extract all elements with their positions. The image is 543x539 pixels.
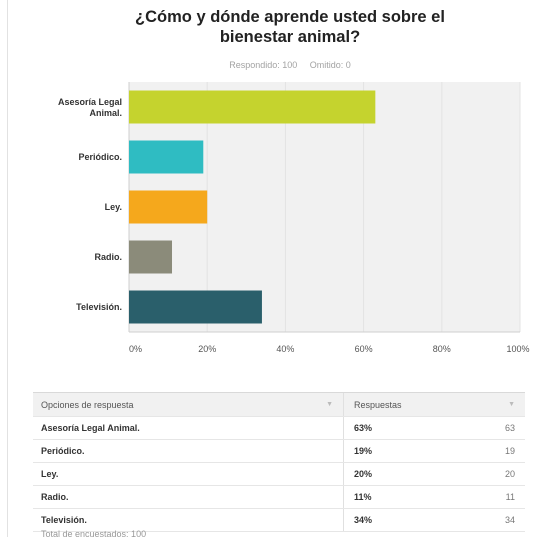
column-header-options-label: Opciones de respuesta <box>41 399 134 410</box>
category-label: Radio. <box>94 252 122 262</box>
row-responses: 19% 19 <box>344 440 525 462</box>
row-responses: 11% 11 <box>344 486 525 508</box>
chart-title: ¿Cómo y dónde aprende usted sobre el bie… <box>135 8 445 46</box>
response-percent: 63% <box>354 423 373 433</box>
column-header-responses-label: Respuestas <box>354 399 402 410</box>
response-percent: 34% <box>354 515 373 525</box>
row-option-label: Asesoría Legal Animal. <box>33 417 344 439</box>
x-tick-label: 60% <box>355 344 373 354</box>
table-row: Periódico. 19% 19 <box>33 440 525 463</box>
column-header-responses[interactable]: Respuestas ▼ <box>344 393 525 416</box>
sort-arrow-icon: ▼ <box>508 401 515 408</box>
row-option-label: Periódico. <box>33 440 344 462</box>
row-option-label: Ley. <box>33 463 344 485</box>
bar <box>129 140 204 174</box>
row-responses: 34% 34 <box>344 509 525 531</box>
category-label: Asesoría Legal Animal. <box>58 97 122 118</box>
table-row: Radio. 11% 11 <box>33 486 525 509</box>
bar <box>129 190 208 224</box>
response-count: 34 <box>504 515 515 525</box>
row-responses: 20% 20 <box>344 463 525 485</box>
option-label: Ley. <box>41 469 59 479</box>
table-row: Ley. 20% 20 <box>33 463 525 486</box>
option-label: Radio. <box>41 492 69 502</box>
response-count: 63 <box>504 423 515 433</box>
x-tick-label: 20% <box>198 344 216 354</box>
response-percent: 19% <box>354 446 373 456</box>
table-row: Asesoría Legal Animal. 63% 63 <box>33 417 525 440</box>
row-responses: 63% 63 <box>344 417 525 439</box>
category-label: Periódico. <box>78 152 122 162</box>
row-option-label: Televisión. <box>33 509 344 531</box>
x-tick-label: 40% <box>276 344 294 354</box>
category-label: Televisión. <box>76 302 122 312</box>
x-tick-label: 80% <box>433 344 451 354</box>
total-respondents: Total de encuestados: 100 <box>41 529 147 539</box>
option-label: Asesoría Legal Animal. <box>41 423 140 433</box>
bar <box>129 240 173 274</box>
bar-chart: 0% 20% 40% 60% 80% 100% Asesoría Legal Animal. P… <box>58 82 530 354</box>
table-header-row: Opciones de respuesta ▼ Respuestas ▼ <box>33 393 525 417</box>
table-row: Televisión. 34% 34 <box>33 509 525 532</box>
answered-count: Respondido: 100 <box>229 60 298 70</box>
option-label: Periódico. <box>41 446 85 456</box>
left-divider <box>7 0 8 537</box>
skipped-count: Omitido: 0 <box>309 60 351 70</box>
sort-arrow-icon: ▼ <box>326 401 333 408</box>
option-label: Televisión. <box>41 515 87 525</box>
response-percent: 20% <box>354 469 373 479</box>
response-summary: Respondido: 100 Omitido: 0 <box>100 60 480 70</box>
response-percent: 11% <box>354 492 372 502</box>
response-count: 11 <box>505 492 515 502</box>
x-tick-label: 0% <box>129 344 142 354</box>
x-tick-label: 100% <box>506 344 529 354</box>
row-option-label: Radio. <box>33 486 344 508</box>
responses-table: Opciones de respuesta ▼ Respuestas ▼ Ase… <box>33 392 525 532</box>
response-count: 20 <box>504 469 515 479</box>
bar <box>129 90 376 124</box>
column-header-options[interactable]: Opciones de respuesta ▼ <box>33 393 344 416</box>
bar <box>129 290 262 324</box>
category-label: Ley. <box>105 202 122 212</box>
response-count: 19 <box>504 446 515 456</box>
